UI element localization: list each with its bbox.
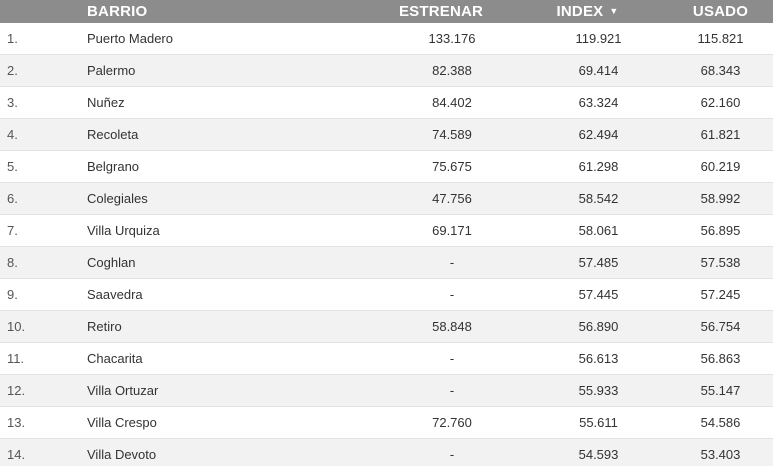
table-body: 1. Puerto Madero 133.176 119.921 115.821… — [0, 23, 773, 466]
row-index: 55.611 — [579, 415, 618, 431]
row-estrenar: 82.388 — [432, 63, 472, 79]
table-row: 11. Chacarita - 56.613 56.863 — [0, 342, 773, 375]
row-usado: 54.586 — [700, 415, 741, 431]
table-row: 9. Saavedra - 57.445 57.245 — [0, 278, 773, 311]
row-rank: 13. — [7, 415, 26, 431]
row-rank: 8. — [7, 255, 18, 271]
header-row: BARRIO ESTRENAR INDEX ▼ USADO — [0, 0, 773, 23]
row-rank: 5. — [7, 159, 18, 175]
row-usado: 60.219 — [700, 159, 741, 175]
row-barrio: Chacarita — [87, 351, 143, 367]
row-usado: 68.343 — [700, 63, 741, 79]
row-estrenar: - — [449, 255, 455, 271]
row-estrenar: 47.756 — [432, 191, 472, 207]
row-rank: 10. — [7, 319, 26, 335]
table-row: 3. Nuñez 84.402 63.324 62.160 — [0, 86, 773, 119]
table-row: 6. Colegiales 47.756 58.542 58.992 — [0, 182, 773, 215]
row-barrio: Villa Urquiza — [87, 223, 160, 239]
row-index: 57.445 — [578, 287, 619, 303]
table-header: BARRIO ESTRENAR INDEX ▼ USADO — [0, 0, 773, 23]
header-index-label: INDEX — [556, 3, 604, 20]
row-rank: 3. — [7, 95, 18, 111]
row-usado: 58.992 — [700, 191, 741, 207]
row-usado: 56.895 — [700, 223, 741, 239]
table-row: 8. Coghlan - 57.485 57.538 — [0, 246, 773, 279]
row-index: 56.613 — [578, 351, 619, 367]
row-barrio: Nuñez — [87, 95, 125, 111]
row-barrio: Recoleta — [87, 127, 139, 143]
row-barrio: Saavedra — [87, 287, 143, 303]
row-index: 55.933 — [578, 383, 619, 399]
row-index: 57.485 — [578, 255, 619, 271]
row-barrio: Belgrano — [87, 159, 140, 175]
row-index: 63.324 — [578, 95, 619, 111]
row-usado: 56.863 — [700, 351, 741, 367]
row-rank: 9. — [7, 287, 18, 303]
row-barrio: Villa Crespo — [87, 415, 157, 431]
row-index: 69.414 — [578, 63, 619, 79]
row-estrenar: 74.589 — [432, 127, 472, 143]
row-rank: 11. — [7, 351, 25, 367]
row-estrenar: 133.176 — [428, 31, 476, 47]
row-barrio: Palermo — [87, 63, 136, 79]
row-usado: 57.538 — [700, 255, 741, 271]
row-rank: 2. — [7, 63, 18, 79]
row-index: 58.061 — [578, 223, 619, 239]
header-index[interactable]: INDEX ▼ — [507, 0, 668, 23]
row-index: 119.921 — [575, 31, 622, 47]
row-estrenar: 75.675 — [432, 159, 472, 175]
row-barrio: Puerto Madero — [87, 31, 173, 47]
header-usado[interactable]: USADO — [692, 3, 749, 20]
row-estrenar: 69.171 — [432, 223, 472, 239]
row-estrenar: 58.848 — [432, 319, 472, 335]
row-usado: 57.245 — [700, 287, 741, 303]
row-barrio: Villa Ortuzar — [87, 383, 159, 399]
table-row: 1. Puerto Madero 133.176 119.921 115.821 — [0, 23, 773, 55]
row-index: 62.494 — [578, 127, 619, 143]
row-rank: 14. — [7, 447, 26, 463]
header-rank — [0, 0, 87, 23]
row-rank: 4. — [7, 127, 18, 143]
table-row: 10. Retiro 58.848 56.890 56.754 — [0, 310, 773, 343]
row-rank: 1. — [7, 31, 18, 47]
row-rank: 12. — [7, 383, 26, 399]
row-rank: 6. — [7, 191, 18, 207]
row-usado: 55.147 — [700, 383, 741, 399]
row-estrenar: - — [449, 447, 455, 463]
row-usado: 61.821 — [700, 127, 741, 143]
row-usado: 62.160 — [700, 95, 741, 111]
table-row: 14. Villa Devoto - 54.593 53.403 — [0, 438, 773, 466]
row-index: 56.890 — [578, 319, 619, 335]
row-barrio: Retiro — [87, 319, 122, 335]
row-index: 54.593 — [578, 447, 619, 463]
row-usado: 56.754 — [700, 319, 741, 335]
row-index: 61.298 — [578, 159, 619, 175]
row-estrenar: 84.402 — [432, 95, 472, 111]
table-row: 12. Villa Ortuzar - 55.933 55.147 — [0, 374, 773, 407]
header-barrio[interactable]: BARRIO — [87, 3, 148, 20]
row-barrio: Coghlan — [87, 255, 136, 271]
row-estrenar: - — [449, 287, 455, 303]
row-estrenar: 72.760 — [432, 415, 472, 431]
table-row: 4. Recoleta 74.589 62.494 61.821 — [0, 118, 773, 151]
row-index: 58.542 — [578, 191, 619, 207]
table-row: 13. Villa Crespo 72.760 55.611 54.586 — [0, 406, 773, 439]
row-estrenar: - — [449, 383, 455, 399]
row-barrio: Colegiales — [87, 191, 148, 207]
table-row: 5. Belgrano 75.675 61.298 60.219 — [0, 150, 773, 183]
row-rank: 7. — [7, 223, 18, 239]
row-usado: 53.403 — [700, 447, 741, 463]
table-row: 7. Villa Urquiza 69.171 58.061 56.895 — [0, 214, 773, 247]
table-row: 2. Palermo 82.388 69.414 68.343 — [0, 54, 773, 87]
caret-down-icon: ▼ — [609, 6, 619, 16]
row-usado: 115.821 — [697, 31, 744, 47]
header-estrenar[interactable]: ESTRENAR — [398, 3, 484, 20]
row-barrio: Villa Devoto — [87, 447, 157, 463]
row-estrenar: - — [449, 351, 455, 367]
